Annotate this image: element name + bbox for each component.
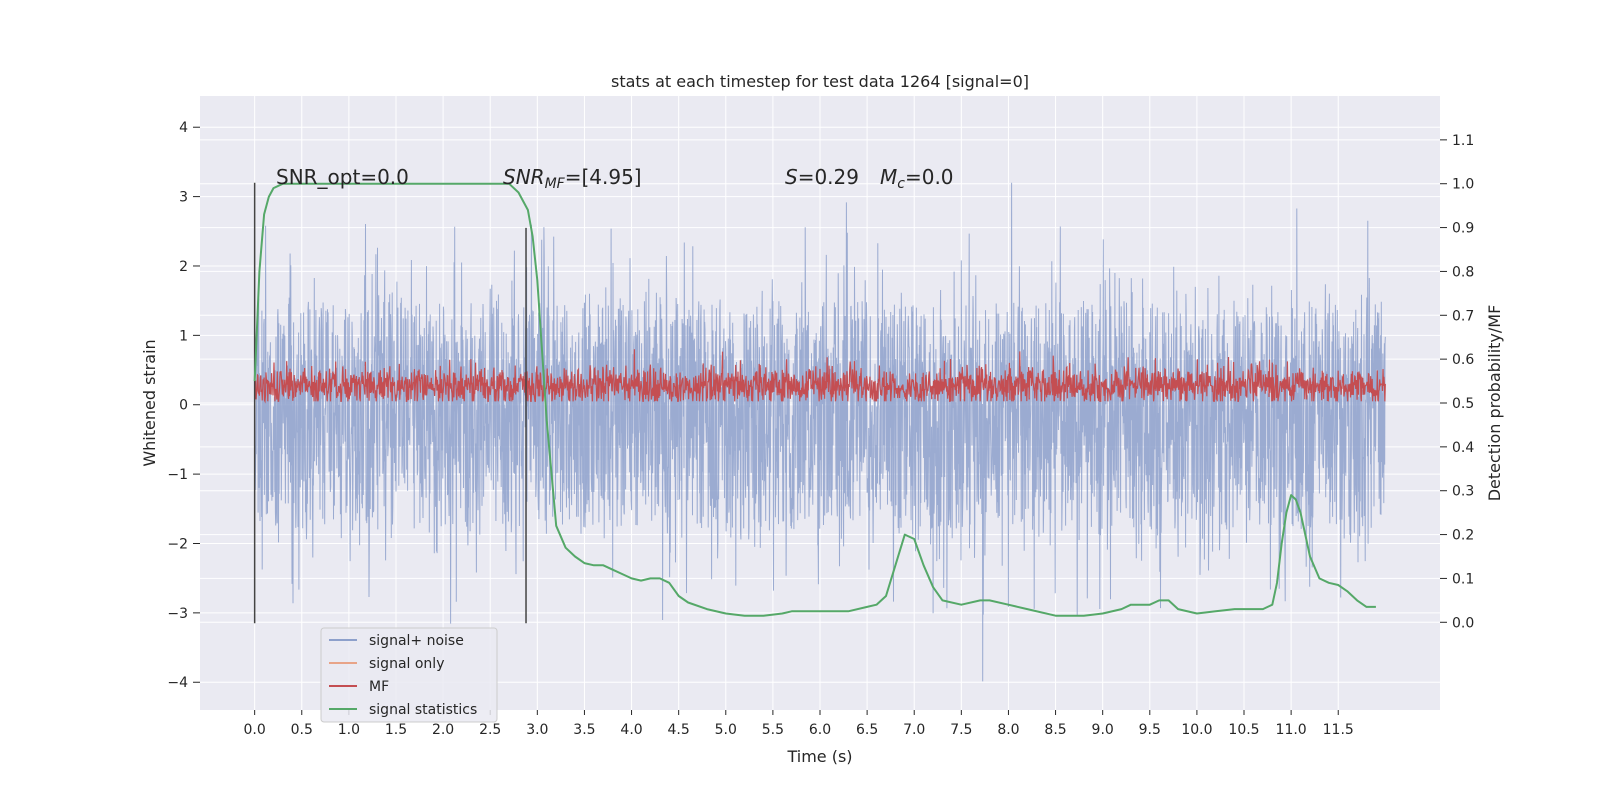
y-tick-label-6: 2 <box>179 259 188 275</box>
y-tick-label-3: −1 <box>167 467 188 483</box>
y2-tick-label-6: 0.6 <box>1452 352 1474 368</box>
y2-tick-label-1: 0.1 <box>1452 571 1474 587</box>
y2-tick-label-7: 0.7 <box>1452 308 1474 324</box>
mc-value: =0.0 <box>905 165 954 189</box>
x-tick-label-20: 10.0 <box>1181 722 1212 738</box>
x-tick-label-9: 4.5 <box>668 722 690 738</box>
x-tick-label-17: 8.5 <box>1044 722 1066 738</box>
y-tick-label-8: 4 <box>179 120 188 136</box>
s-value: =0.29 <box>798 165 859 189</box>
mf-series <box>254 349 1386 404</box>
x-tick-label-6: 3.0 <box>526 722 548 738</box>
x-tick-label-19: 9.5 <box>1139 722 1161 738</box>
signal-noise-line <box>254 182 1386 682</box>
vertical-lines <box>253 182 527 624</box>
y2-axis-ticks: 0.0 0.1 0.2 0.3 0.4 0.5 0.6 0.7 0.8 0.9 1.0 1.1 <box>1440 133 1474 631</box>
y-tick-label-5: 1 <box>179 328 188 344</box>
x-tick-label-11: 5.5 <box>762 722 784 738</box>
y-tick-label-4: 0 <box>179 398 188 414</box>
legend-label-mf: MF <box>369 679 389 695</box>
x-axis-label: Time (s) <box>786 747 852 766</box>
mc-label: M <box>880 165 897 189</box>
x-tick-label-1: 0.5 <box>291 722 313 738</box>
y2-tick-label-10: 1.0 <box>1452 177 1474 193</box>
y2-tick-label-4: 0.4 <box>1452 440 1474 456</box>
x-tick-label-10: 5.0 <box>715 722 737 738</box>
x-axis-ticks: 0.0 0.5 1.0 1.5 2.0 2.5 3.0 3.5 4.0 4.5 5.0 5.5 6.0 6… <box>244 710 1354 738</box>
legend-box <box>320 627 498 723</box>
legend: signal+ noise signal only MF signal stat… <box>320 627 498 723</box>
signal-statistics-series <box>253 182 1376 617</box>
snr-mf-annotation: SNRMF=[4.95] <box>503 165 642 192</box>
y2-tick-label-8: 0.8 <box>1452 264 1474 280</box>
x-tick-label-23: 11.5 <box>1323 722 1354 738</box>
signal-noise-series <box>254 182 1386 682</box>
x-tick-label-5: 2.5 <box>479 722 501 738</box>
legend-label-signal-noise: signal+ noise <box>369 633 464 649</box>
y2-tick-label-9: 0.9 <box>1452 221 1474 237</box>
y-tick-label-0: −4 <box>167 675 188 691</box>
x-tick-label-14: 7.0 <box>903 722 925 738</box>
x-tick-label-3: 1.5 <box>385 722 407 738</box>
y2-tick-label-3: 0.3 <box>1452 484 1474 500</box>
x-tick-label-4: 2.0 <box>432 722 454 738</box>
snr-mf-sub: MF <box>545 176 566 192</box>
snr-mf-main: SNR <box>503 165 545 189</box>
s-label: S <box>785 165 798 189</box>
x-tick-label-13: 6.5 <box>856 722 878 738</box>
mc-annotation: Mc=0.0 <box>880 165 954 192</box>
x-tick-label-16: 8.0 <box>997 722 1019 738</box>
y2-tick-label-2: 0.2 <box>1452 528 1474 544</box>
y-axis-ticks: −4 −3 −2 −1 0 1 2 3 4 <box>167 120 200 691</box>
chart-title: stats at each timestep for test data 126… <box>611 72 1029 91</box>
x-tick-label-12: 6.0 <box>809 722 831 738</box>
x-tick-label-22: 11.0 <box>1276 722 1307 738</box>
x-tick-label-18: 9.0 <box>1092 722 1114 738</box>
y2-tick-label-11: 1.1 <box>1452 133 1474 149</box>
y-axis-label: Whitened strain <box>140 339 159 466</box>
snr-mf-value: =[4.95] <box>565 165 642 189</box>
y-tick-label-2: −2 <box>167 536 188 552</box>
mf-line <box>254 349 1386 404</box>
mc-sub: c <box>897 176 905 192</box>
snr-opt-annotation: SNR_opt=0.0 <box>276 165 409 189</box>
y2-tick-label-5: 0.5 <box>1452 396 1474 412</box>
legend-label-signal-only: signal only <box>369 656 444 672</box>
legend-label-signal-statistics: signal statistics <box>369 702 477 718</box>
x-tick-label-8: 4.0 <box>620 722 642 738</box>
x-tick-label-15: 7.5 <box>950 722 972 738</box>
s-annotation: S=0.29 <box>785 165 859 189</box>
x-tick-label-0: 0.0 <box>244 722 266 738</box>
y-tick-label-1: −3 <box>167 606 188 622</box>
x-tick-label-2: 1.0 <box>338 722 360 738</box>
y2-tick-label-0: 0.0 <box>1452 615 1474 631</box>
x-tick-label-21: 10.5 <box>1228 722 1259 738</box>
y-tick-label-7: 3 <box>179 190 188 206</box>
x-tick-label-7: 3.5 <box>573 722 595 738</box>
y2-axis-label: Detection probability/MF <box>1485 305 1504 502</box>
signal-statistics-line <box>253 182 1376 617</box>
